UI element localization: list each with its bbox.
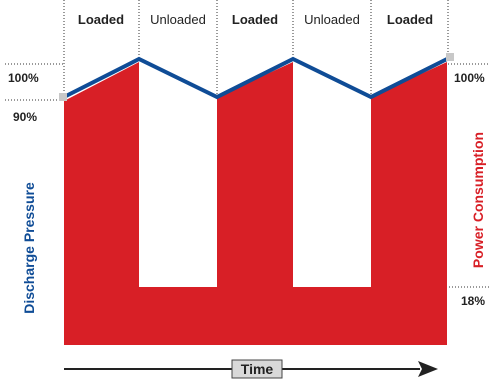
- power-consumption-label: Power Consumption: [470, 132, 486, 268]
- time-arrow-head: [418, 361, 438, 377]
- left-top-percent: 100%: [8, 71, 39, 85]
- discharge-pressure-line: [63, 56, 448, 100]
- phase-separators: [63, 0, 449, 98]
- right-bottom-percent: 18%: [461, 294, 485, 308]
- reference-lines: [5, 63, 490, 288]
- phase-label-unloaded: Unloaded: [150, 12, 206, 27]
- time-axis: Time: [64, 359, 438, 379]
- pressure-start-marker: [59, 93, 67, 101]
- phase-label-unloaded: Unloaded: [304, 12, 360, 27]
- right-top-percent: 100%: [454, 71, 485, 85]
- pressure-end-marker: [446, 53, 454, 61]
- phase-label-loaded: Loaded: [387, 12, 433, 27]
- power-consumption-area: [64, 62, 447, 345]
- phase-label-loaded: Loaded: [78, 12, 124, 27]
- discharge-pressure-label: Discharge Pressure: [21, 182, 37, 314]
- phase-label-loaded: Loaded: [232, 12, 278, 27]
- time-label: Time: [241, 361, 274, 377]
- left-bottom-percent: 90%: [13, 110, 37, 124]
- time-label-box: [231, 359, 283, 379]
